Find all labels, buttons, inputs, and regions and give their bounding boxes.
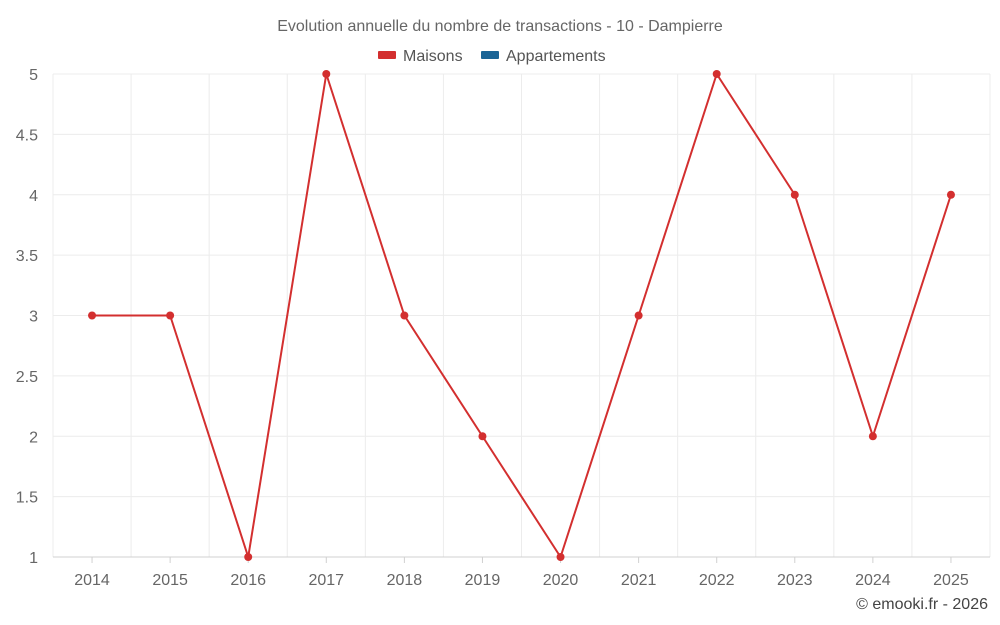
data-point[interactable] xyxy=(400,311,409,320)
data-point[interactable] xyxy=(244,553,253,561)
y-tick-label: 4.5 xyxy=(16,127,38,144)
legend-swatch-maisons xyxy=(378,51,396,59)
data-point[interactable] xyxy=(478,432,487,441)
axes: 1 1.5 2 2.5 3 3.5 4 4.5 5 2014 2015 2016 2017 2018 201… xyxy=(16,67,990,589)
data-point[interactable] xyxy=(712,70,721,78)
data-point[interactable] xyxy=(556,553,565,561)
x-tick-label: 2020 xyxy=(543,572,579,589)
data-point[interactable] xyxy=(166,311,175,320)
legend[interactable]: Maisons Appartements xyxy=(378,48,606,65)
y-tick-label: 1 xyxy=(29,550,38,567)
x-tick-label: 2021 xyxy=(621,572,657,589)
y-tick-label: 2.5 xyxy=(16,369,38,386)
y-tick-label: 3 xyxy=(29,309,38,326)
data-point[interactable] xyxy=(322,70,331,78)
data-point[interactable] xyxy=(790,190,799,199)
credit-text: © emooki.fr - 2026 xyxy=(856,596,988,613)
data-point[interactable] xyxy=(634,311,643,320)
legend-item-maisons[interactable]: Maisons xyxy=(378,48,463,65)
x-tick-label: 2025 xyxy=(933,572,969,589)
x-tick-label: 2014 xyxy=(74,572,110,589)
x-tick-label: 2022 xyxy=(699,572,735,589)
series-line xyxy=(92,73,952,558)
y-tick-label: 4 xyxy=(29,188,38,205)
x-tick-label: 2016 xyxy=(230,572,266,589)
legend-swatch-appartements xyxy=(481,51,499,59)
legend-label-appartements: Appartements xyxy=(506,48,606,65)
y-tick-label: 5 xyxy=(29,67,38,84)
data-point[interactable] xyxy=(868,432,877,441)
data-point[interactable] xyxy=(88,311,97,320)
x-tick-label: 2017 xyxy=(308,572,344,589)
x-tick-label: 2019 xyxy=(465,572,501,589)
grid xyxy=(52,73,991,557)
legend-label-maisons: Maisons xyxy=(403,48,463,65)
chart-title: Evolution annuelle du nombre de transact… xyxy=(277,18,723,35)
x-tick-label: 2018 xyxy=(387,572,423,589)
y-tick-label: 3.5 xyxy=(16,248,38,265)
y-tick-label: 2 xyxy=(29,429,38,446)
y-tick-label: 1.5 xyxy=(16,490,38,507)
data-point[interactable] xyxy=(946,190,955,199)
x-tick-label: 2015 xyxy=(152,572,188,589)
legend-item-appartements[interactable]: Appartements xyxy=(481,48,606,65)
series-maisons xyxy=(88,70,955,561)
x-tick-label: 2024 xyxy=(855,572,891,589)
x-tick-label: 2023 xyxy=(777,572,813,589)
